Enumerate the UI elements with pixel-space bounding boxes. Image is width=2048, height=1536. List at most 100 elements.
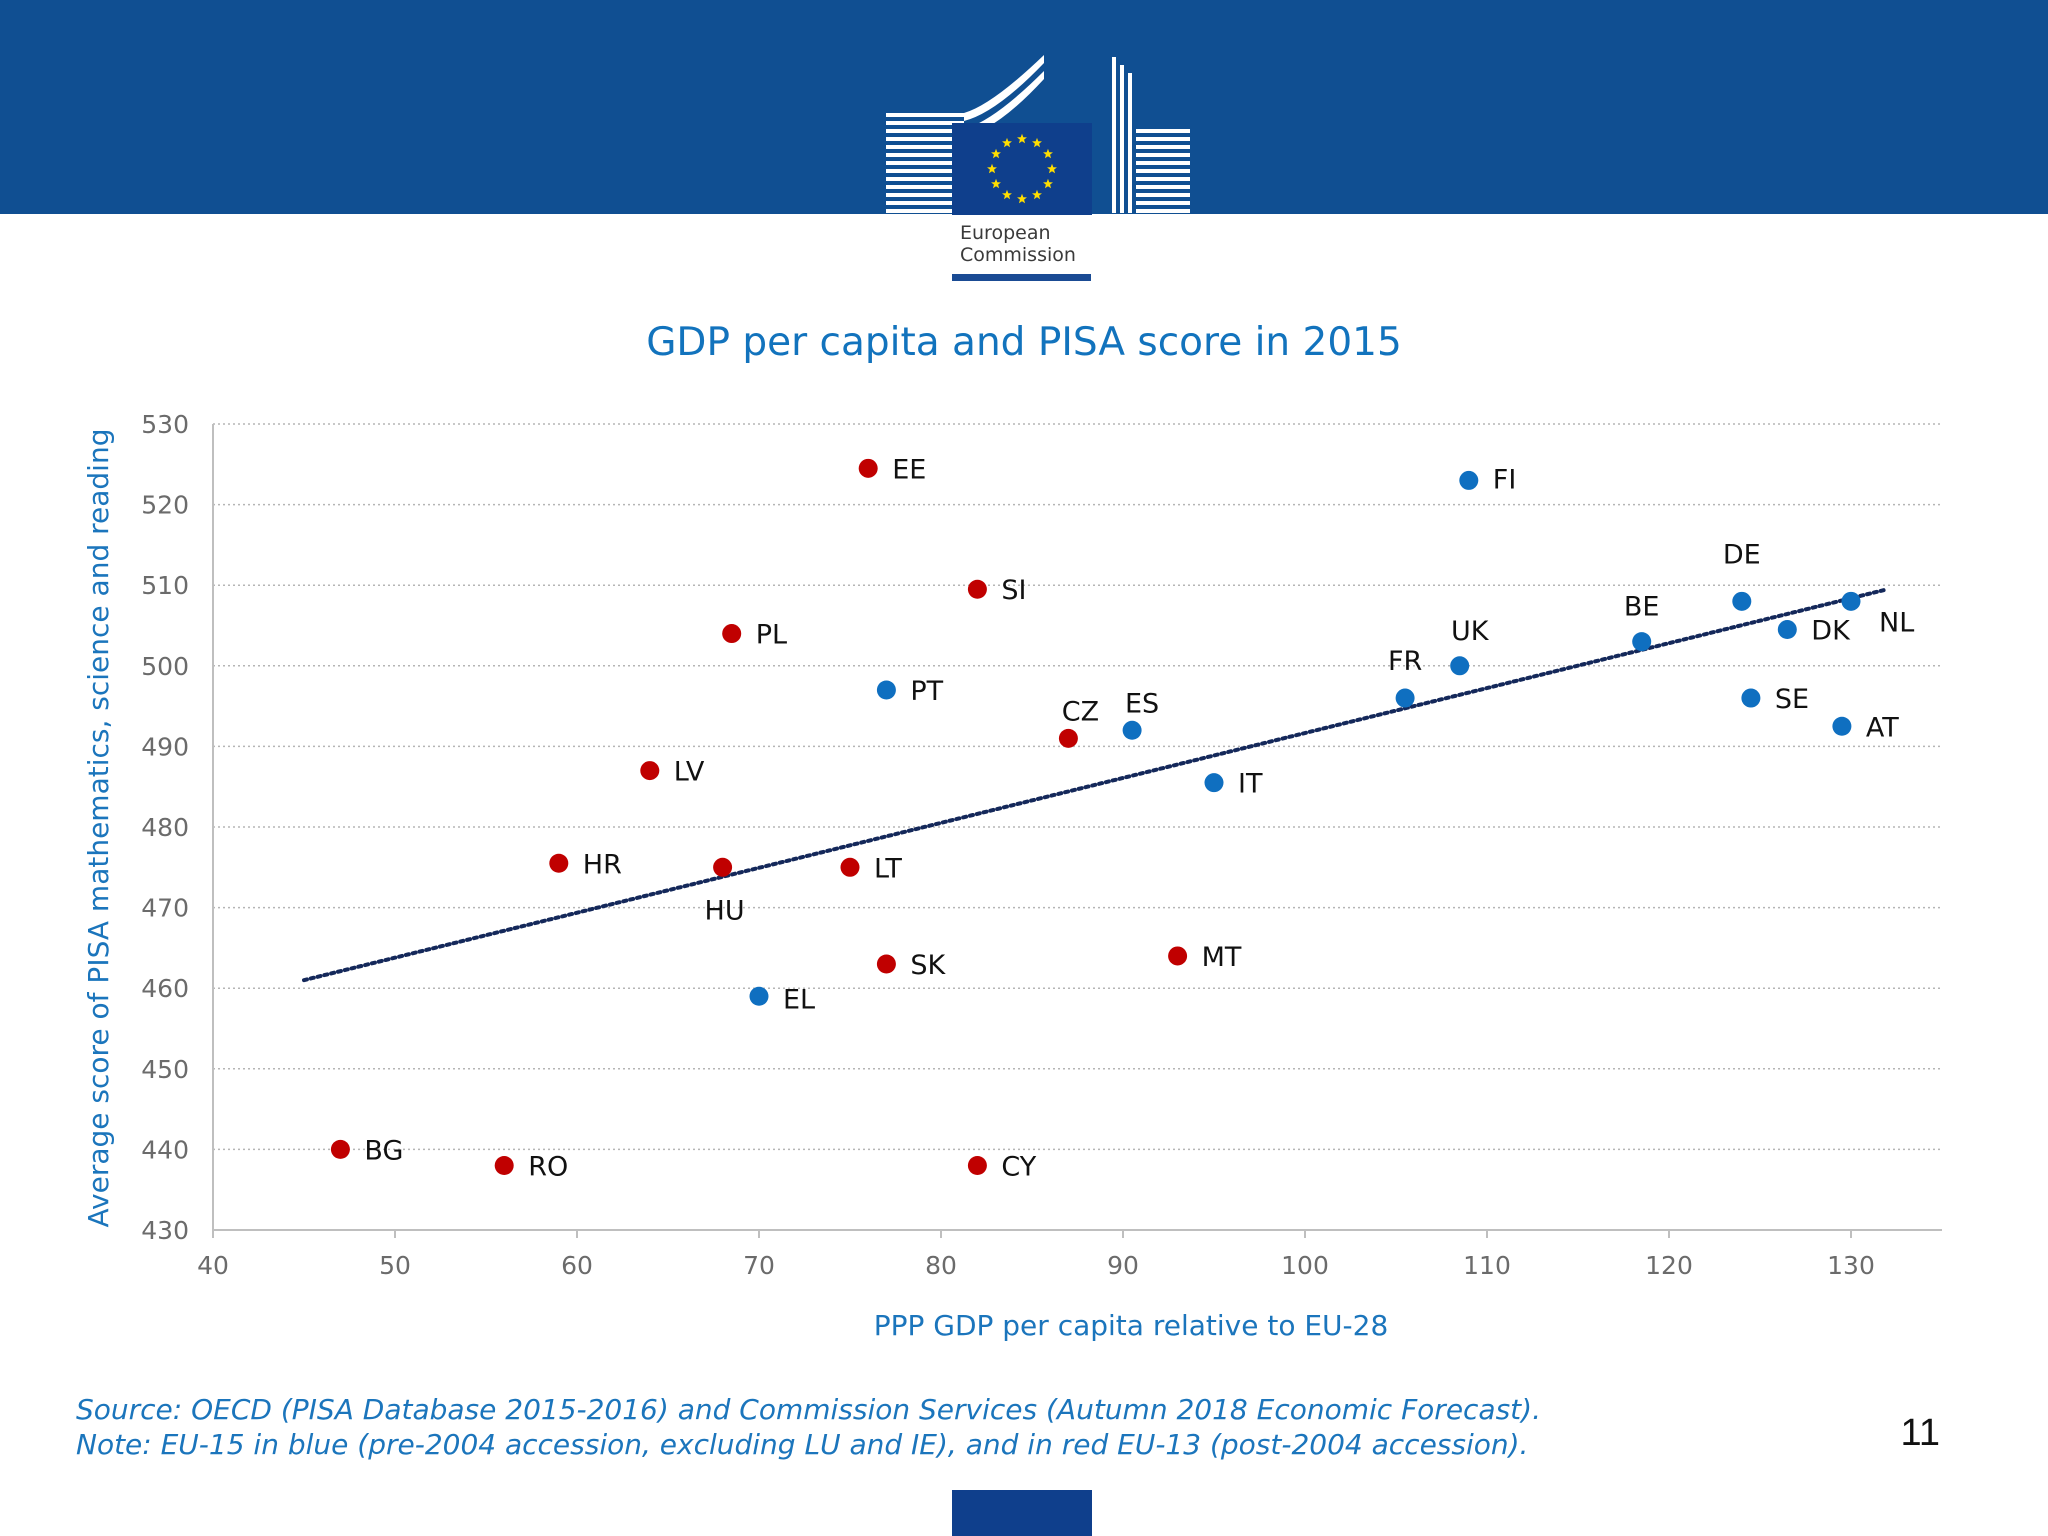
data-point-cz bbox=[1058, 728, 1078, 748]
data-label-sk: SK bbox=[910, 950, 946, 981]
data-point-be bbox=[1632, 632, 1652, 652]
x-tick-label: 110 bbox=[1463, 1251, 1511, 1280]
trendline bbox=[302, 587, 1890, 983]
eu-star-icon bbox=[987, 163, 997, 174]
y-tick-label: 510 bbox=[141, 571, 189, 600]
eu-star-icon bbox=[991, 148, 1001, 159]
data-label-el: EL bbox=[783, 984, 815, 1015]
eu-star-icon bbox=[991, 178, 1001, 189]
data-label-nl: NL bbox=[1879, 607, 1914, 638]
data-label-si: SI bbox=[1001, 575, 1026, 606]
data-point-it bbox=[1204, 773, 1224, 793]
chart-title: GDP per capita and PISA score in 2015 bbox=[646, 320, 1402, 365]
eu-star-icon bbox=[1002, 137, 1012, 148]
y-tick-label: 450 bbox=[141, 1055, 189, 1084]
data-point-dk bbox=[1777, 620, 1797, 640]
data-label-be: BE bbox=[1624, 592, 1660, 623]
logo-wordmark: European Commission bbox=[960, 222, 1100, 266]
logo-underline bbox=[952, 274, 1091, 281]
data-point-fi bbox=[1459, 470, 1479, 490]
axes: 430 440 450 460 470 480 490 500 510 520 530 40 50 60 7… bbox=[141, 410, 1942, 1280]
data-label-uk: UK bbox=[1451, 616, 1490, 647]
eu-star-icon bbox=[1043, 148, 1053, 159]
data-point-es bbox=[1122, 720, 1142, 740]
y-tick-label: 500 bbox=[141, 652, 189, 681]
y-tick-label: 530 bbox=[141, 410, 189, 439]
logo-line-2: Commission bbox=[960, 244, 1076, 266]
logo-line-1: European bbox=[960, 222, 1051, 244]
data-label-fi: FI bbox=[1493, 464, 1517, 495]
data-point-at bbox=[1832, 716, 1852, 736]
data-point-lv bbox=[640, 761, 660, 781]
eu-star-icon bbox=[1043, 178, 1053, 189]
trendline-layer bbox=[302, 587, 1890, 983]
data-point-hr bbox=[549, 853, 569, 873]
footnote: Source: OECD (PISA Database 2015-2016) a… bbox=[76, 1392, 1541, 1462]
page-number: 11 bbox=[1900, 1412, 1940, 1454]
x-tick-label: 130 bbox=[1827, 1251, 1875, 1280]
data-point-nl bbox=[1841, 591, 1861, 611]
eu-star-icon bbox=[1032, 137, 1042, 148]
data-label-at: AT bbox=[1866, 712, 1899, 743]
data-label-lv: LV bbox=[674, 757, 705, 788]
x-tick-label: 70 bbox=[743, 1251, 775, 1280]
y-axis-label: Average score of PISA mathematics, scien… bbox=[82, 429, 115, 1228]
data-label-cz: CZ bbox=[1062, 696, 1099, 727]
x-tick-label: 80 bbox=[925, 1251, 957, 1280]
data-point-lt bbox=[840, 857, 860, 877]
building-right-wing bbox=[1112, 57, 1190, 213]
eu-star-icon bbox=[1017, 193, 1027, 204]
data-label-se: SE bbox=[1775, 684, 1809, 715]
footer-flag-tab bbox=[952, 1490, 1092, 1536]
grid-lines bbox=[213, 423, 1942, 1151]
data-point-mt bbox=[1168, 946, 1188, 966]
data-label-pl: PL bbox=[756, 620, 787, 651]
x-tick-label: 40 bbox=[197, 1251, 229, 1280]
x-axis-label: PPP GDP per capita relative to EU-28 bbox=[874, 1309, 1389, 1342]
data-point-bg bbox=[330, 1139, 350, 1159]
y-tick-label: 470 bbox=[141, 894, 189, 923]
note-line: Note: EU-15 in blue (pre-2004 accession,… bbox=[76, 1428, 1529, 1461]
eu-star-icon bbox=[1032, 189, 1042, 200]
y-tick-label: 480 bbox=[141, 813, 189, 842]
data-label-pt: PT bbox=[910, 676, 943, 707]
data-point-ee bbox=[858, 458, 878, 478]
x-tick-label: 90 bbox=[1107, 1251, 1139, 1280]
data-label-lt: LT bbox=[874, 853, 902, 884]
data-label-es: ES bbox=[1125, 688, 1159, 719]
data-point-pt bbox=[876, 680, 896, 700]
source-line: Source: OECD (PISA Database 2015-2016) a… bbox=[76, 1393, 1541, 1426]
data-point-sk bbox=[876, 954, 896, 974]
y-tick-label: 440 bbox=[141, 1135, 189, 1164]
data-point-si bbox=[967, 579, 987, 599]
y-tick-label: 520 bbox=[141, 491, 189, 520]
data-points: FI DE NL BE DK UK FR SE AT PT ES IT EL EE SI PL CZ LV HR HU… bbox=[330, 454, 1914, 1183]
x-tick-label: 50 bbox=[379, 1251, 411, 1280]
data-point-cy bbox=[967, 1156, 987, 1176]
data-point-el bbox=[749, 986, 769, 1006]
data-label-ro: RO bbox=[528, 1152, 568, 1183]
y-tick-label: 430 bbox=[141, 1216, 189, 1245]
eu-star-icon bbox=[1017, 133, 1027, 144]
x-tick-label: 100 bbox=[1281, 1251, 1329, 1280]
data-label-ee: EE bbox=[892, 454, 926, 485]
data-point-uk bbox=[1450, 656, 1470, 676]
data-point-de bbox=[1732, 591, 1752, 611]
eu-star-icon bbox=[1047, 163, 1057, 174]
data-label-dk: DK bbox=[1811, 616, 1851, 647]
data-label-cy: CY bbox=[1001, 1152, 1036, 1183]
data-point-fr bbox=[1395, 688, 1415, 708]
data-point-se bbox=[1741, 688, 1761, 708]
data-point-pl bbox=[722, 624, 742, 644]
y-tick-label: 460 bbox=[141, 974, 189, 1003]
data-label-hr: HR bbox=[583, 849, 622, 880]
european-commission-logo bbox=[886, 55, 1190, 215]
x-tick-label: 60 bbox=[561, 1251, 593, 1280]
eu-stars-icon bbox=[987, 133, 1057, 204]
eu-star-icon bbox=[1002, 189, 1012, 200]
data-label-fr: FR bbox=[1388, 646, 1422, 677]
data-label-bg: BG bbox=[364, 1135, 403, 1166]
data-point-ro bbox=[494, 1156, 514, 1176]
building-left-wing bbox=[886, 55, 1044, 213]
